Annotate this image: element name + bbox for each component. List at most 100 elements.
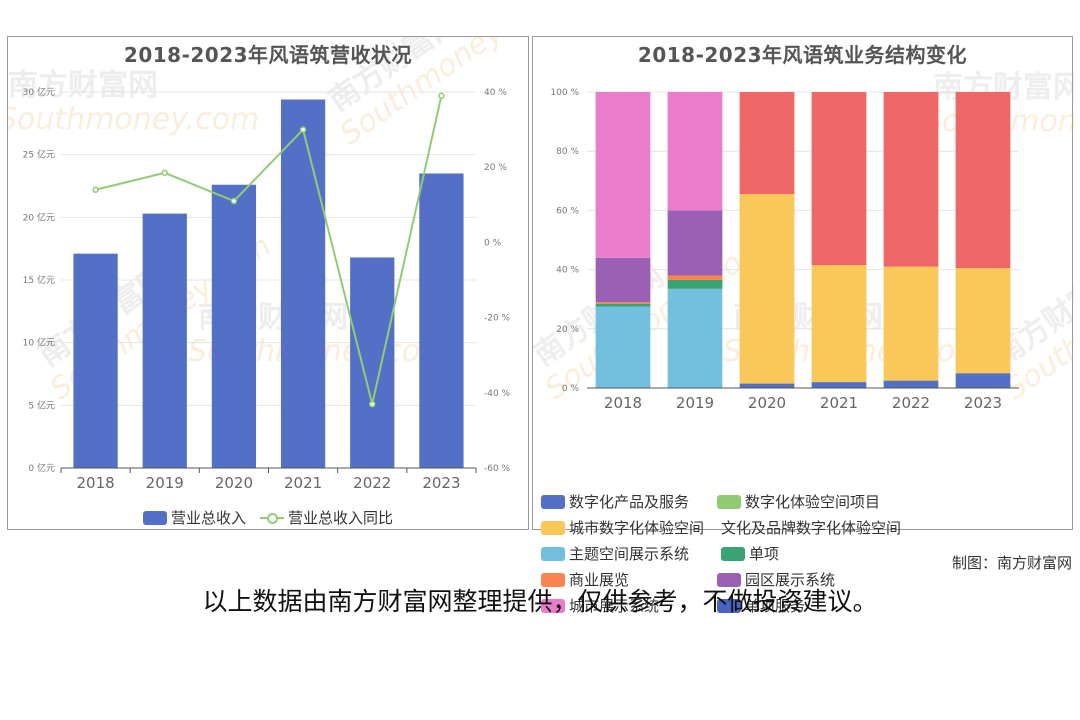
legend-label: 数字化产品及服务 — [569, 493, 690, 511]
stack-segment — [595, 92, 651, 258]
watermark-text: Southmoney.com — [8, 102, 259, 137]
revenue-yoy-line — [95, 95, 443, 405]
y-left-tick-label: 10 亿元 — [23, 337, 55, 349]
stack-segment — [739, 194, 795, 384]
y-right-tick-label: -60 % — [484, 464, 511, 474]
x-tick-label: 2022 — [892, 394, 930, 412]
y-tick-label: 40 % — [556, 266, 579, 276]
y-left-tick-label: 25 亿元 — [23, 149, 55, 161]
legend-label: 营业总收入 — [170, 509, 246, 527]
legend-swatch-icon — [541, 572, 565, 587]
legend-swatch-icon — [541, 520, 565, 535]
legend-item[interactable]: 数字化体验空间项目 — [717, 491, 897, 512]
legend-swatch-icon — [721, 546, 745, 561]
stack-segment — [955, 92, 1011, 269]
structure-chart-legend: 数字化产品及服务 数字化体验空间项目城市数字化体验空间 文化及品牌数字化体验空间主题… — [541, 491, 1068, 616]
revenue-chart-title: 2018-2023年风语筑营收状况 — [123, 43, 413, 67]
legend-swatch-icon — [541, 546, 565, 561]
stack-segment — [595, 257, 651, 303]
revenue-bar — [350, 257, 395, 468]
legend-item[interactable]: 文化及品牌数字化体验空间 — [717, 517, 901, 538]
y-left-tick-label: 15 亿元 — [23, 274, 55, 286]
x-tick-label: 2020 — [748, 394, 786, 412]
stack-segment — [955, 373, 1011, 388]
revenue-bar — [280, 99, 326, 468]
revenue-bar — [419, 173, 464, 468]
disclaimer-text: 以上数据由南方财富网整理提供，仅供参考，不做投资建议。 — [202, 587, 878, 616]
legend-item[interactable]: 城市展示系统 — [541, 595, 717, 616]
x-tick-label: 2021 — [284, 474, 322, 492]
revenue-bar — [73, 253, 118, 468]
stack-segment — [595, 306, 651, 388]
revenue-yoy-point — [299, 126, 307, 133]
revenue-chart-svg: 南方财富网Southmoney.com南方财富网Southmoney.com南方… — [8, 37, 530, 492]
revenue-yoy-point — [92, 186, 99, 194]
legend-swatch-icon — [717, 598, 741, 613]
legend-item[interactable]: 数字化产品及服务 — [541, 491, 717, 512]
x-tick-label: 2023 — [964, 394, 1002, 412]
x-tick-label: 2018 — [76, 474, 114, 492]
revenue-yoy-point — [438, 92, 445, 100]
stack-segment — [955, 268, 1011, 374]
legend-item[interactable]: 园区展示系统 — [717, 569, 897, 590]
y-tick-label: 60 % — [556, 206, 579, 216]
stack-segment — [811, 265, 867, 383]
y-tick-label: 100 % — [550, 88, 579, 98]
y-right-tick-label: 20 % — [484, 163, 507, 173]
y-right-tick-label: 40 % — [484, 88, 507, 98]
bar-swatch-icon — [142, 510, 167, 525]
legend-item[interactable]: 单项服务 — [717, 595, 893, 616]
legend-item-revenue-yoy[interactable]: 营业总收入同比 — [260, 507, 393, 528]
x-tick-label: 2020 — [215, 474, 253, 492]
structure-chart-svg: 南方财富网Southmoney.com南方财富网Southmoney.com南方… — [533, 70, 1074, 412]
legend-item[interactable]: 商业展览 — [541, 569, 717, 590]
stack-segment — [667, 275, 723, 280]
legend-item[interactable]: 主题空间展示系统 — [541, 543, 721, 564]
stack-segment — [667, 92, 723, 211]
revenue-chart-legend: 营业总收入 营业总收入同比 — [8, 507, 528, 528]
revenue-bar — [142, 213, 187, 468]
stack-segment — [883, 92, 939, 267]
x-tick-label: 2018 — [604, 394, 642, 412]
legend-label: 主题空间展示系统 — [569, 545, 690, 563]
stack-segment — [811, 92, 867, 266]
legend-swatch-icon — [717, 572, 741, 587]
legend-item-revenue[interactable]: 营业总收入 — [142, 507, 246, 528]
stack-segment — [667, 210, 723, 276]
revenue-yoy-point — [369, 400, 376, 408]
stack-segment — [811, 382, 867, 388]
y-left-tick-label: 20 亿元 — [23, 211, 55, 223]
legend-label: 园区展示系统 — [745, 571, 836, 589]
y-right-tick-label: 0 % — [484, 238, 502, 248]
stack-segment — [883, 380, 939, 388]
y-left-tick-label: 30 亿元 — [23, 86, 55, 98]
stack-segment — [883, 266, 939, 381]
legend-label: 商业展览 — [569, 571, 630, 589]
legend-swatch-icon — [541, 598, 565, 613]
stack-segment — [739, 92, 795, 195]
legend-item[interactable]: 城市数字化体验空间 — [541, 517, 717, 538]
legend-swatch-icon — [717, 494, 741, 509]
y-tick-label: 80 % — [556, 147, 579, 157]
watermark-text: 南方财富网 — [8, 68, 158, 103]
legend-label: 城市数字化体验空间 — [569, 519, 705, 537]
y-tick-label: 0 % — [562, 384, 580, 394]
x-tick-label: 2023 — [422, 474, 460, 492]
x-tick-label: 2022 — [353, 474, 391, 492]
stack-segment — [595, 302, 651, 304]
stack-segment — [595, 303, 651, 307]
legend-label: 数字化体验空间项目 — [745, 493, 881, 511]
x-tick-label: 2019 — [676, 394, 714, 412]
stack-segment — [667, 288, 723, 388]
chart-credit: 制图：南方财富网 — [951, 554, 1072, 572]
y-left-tick-label: 0 亿元 — [28, 462, 55, 474]
y-right-tick-label: -40 % — [484, 389, 511, 399]
legend-label: 文化及品牌数字化体验空间 — [721, 519, 902, 537]
structure-chart-title: 2018-2023年风语筑业务结构变化 — [637, 43, 968, 67]
legend-label: 单项服务 — [745, 597, 806, 615]
x-tick-label: 2019 — [146, 474, 184, 492]
legend-item[interactable]: 单项 — [721, 543, 897, 564]
x-tick-label: 2021 — [820, 394, 858, 412]
legend-label: 城市展示系统 — [569, 597, 660, 615]
legend-label: 营业总收入同比 — [288, 509, 394, 527]
